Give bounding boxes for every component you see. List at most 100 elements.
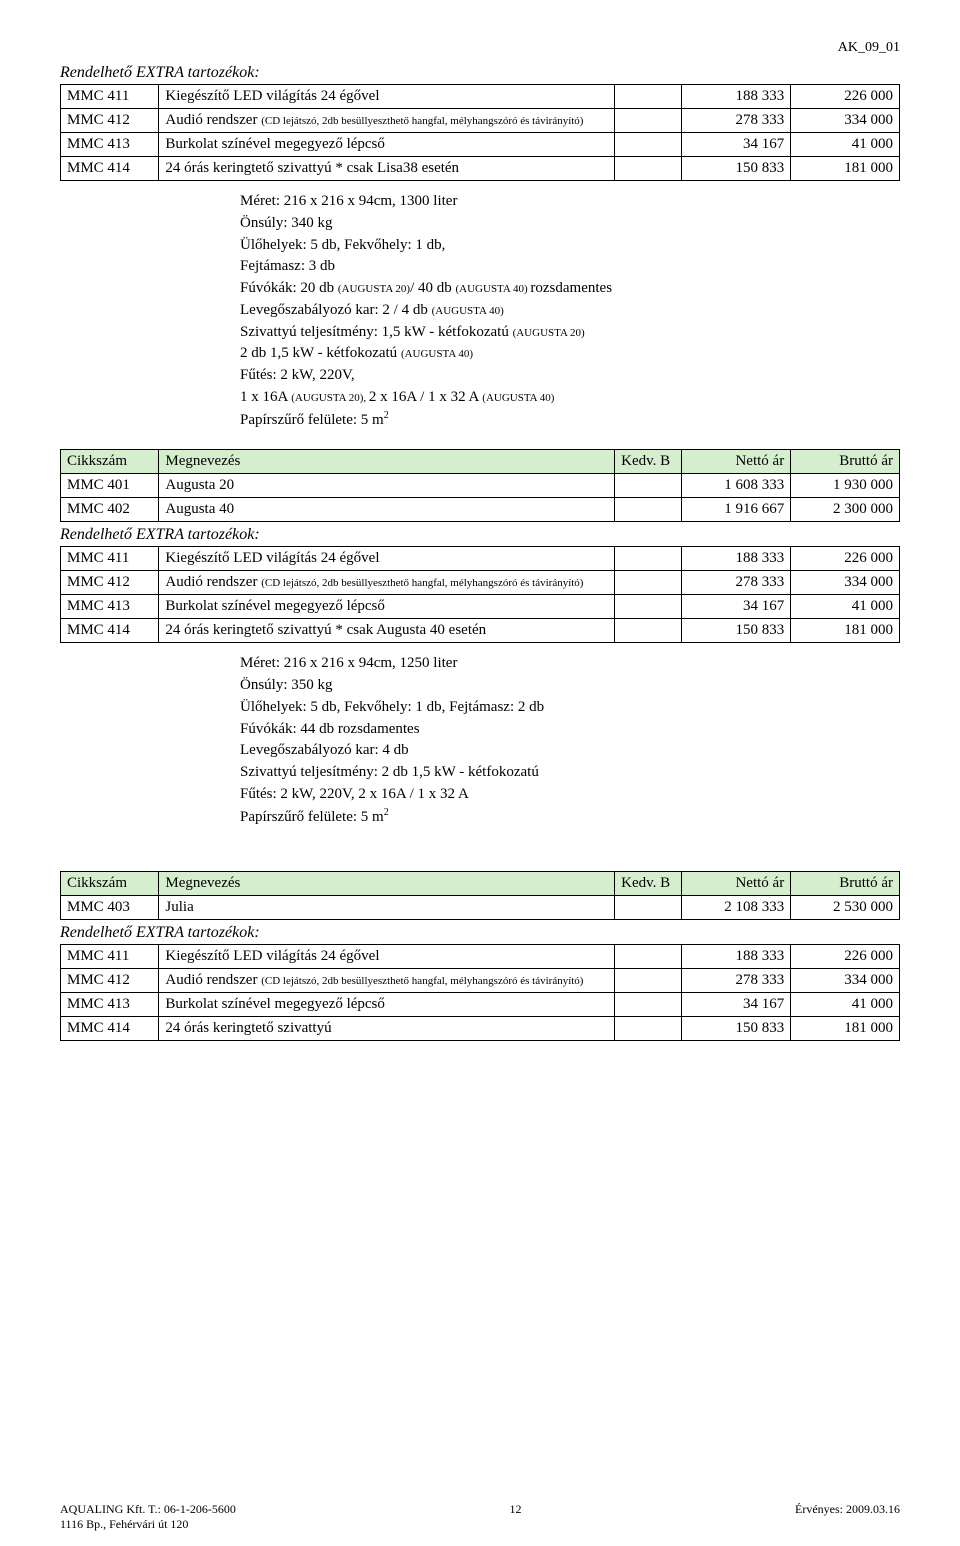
cell-net: 188 333 xyxy=(682,85,791,109)
cell-gross: 226 000 xyxy=(791,85,900,109)
cell-code: MMC 401 xyxy=(61,474,159,498)
hdr-net: Nettó ár xyxy=(682,450,791,474)
cell-kedv xyxy=(615,896,682,920)
spec-line: Levegőszabályozó kar: 4 db xyxy=(240,740,900,762)
table-row: MMC 41424 órás keringtető szivattyú * cs… xyxy=(61,157,900,181)
cell-net: 150 833 xyxy=(682,1017,791,1041)
cell-kedv xyxy=(615,1017,682,1041)
cell-kedv xyxy=(615,85,682,109)
table-row: MMC 413Burkolat színével megegyező lépcs… xyxy=(61,595,900,619)
spec-line: Fűtés: 2 kW, 220V, 2 x 16A / 1 x 32 A xyxy=(240,784,900,806)
cell-kedv xyxy=(615,619,682,643)
cell-kedv xyxy=(615,571,682,595)
spec-line: Szivattyú teljesítmény: 1,5 kW - kétfoko… xyxy=(240,322,900,344)
cell-desc: 24 órás keringtető szivattyú * csak Augu… xyxy=(159,619,615,643)
hdr-net: Nettó ár xyxy=(682,872,791,896)
spec-line: Méret: 216 x 216 x 94cm, 1300 liter xyxy=(240,191,900,213)
cell-gross: 181 000 xyxy=(791,1017,900,1041)
table-row: MMC 412Audió rendszer (CD lejátszó, 2db … xyxy=(61,109,900,133)
hdr-kedv: Kedv. B xyxy=(615,450,682,474)
cell-code: MMC 414 xyxy=(61,157,159,181)
product-table-3: Cikkszám Megnevezés Kedv. B Nettó ár Bru… xyxy=(60,871,900,920)
spec-line: Papírszűrő felülete: 5 m2 xyxy=(240,806,900,829)
cell-desc: Augusta 20 xyxy=(159,474,615,498)
cell-desc: Burkolat színével megegyező lépcső xyxy=(159,595,615,619)
cell-net: 150 833 xyxy=(682,619,791,643)
cell-desc: Audió rendszer (CD lejátszó, 2db besülly… xyxy=(159,571,615,595)
table-row: MMC 403Julia2 108 3332 530 000 xyxy=(61,896,900,920)
extras-table-1: MMC 411Kiegészítő LED világítás 24 égőve… xyxy=(60,84,900,181)
cell-gross: 41 000 xyxy=(791,993,900,1017)
cell-code: MMC 412 xyxy=(61,969,159,993)
cell-gross: 334 000 xyxy=(791,109,900,133)
cell-gross: 181 000 xyxy=(791,157,900,181)
table-row: MMC 41424 órás keringtető szivattyú 150 8… xyxy=(61,1017,900,1041)
page-footer: AQUALING Kft. T.: 06-1-206-5600 12 Érvén… xyxy=(60,1502,900,1532)
cell-gross: 226 000 xyxy=(791,547,900,571)
extras-title-3: Rendelhető EXTRA tartozékok: xyxy=(60,924,900,942)
cell-net: 1 916 667 xyxy=(682,498,791,522)
cell-code: MMC 412 xyxy=(61,571,159,595)
cell-kedv xyxy=(615,474,682,498)
cell-desc: Kiegészítő LED világítás 24 égővel xyxy=(159,945,615,969)
spec-line: Fúvókák: 44 db rozsdamentes xyxy=(240,719,900,741)
spec-line: Fejtámasz: 3 db xyxy=(240,256,900,278)
cell-kedv xyxy=(615,945,682,969)
footer-left-2: 1116 Bp., Fehérvári út 120 xyxy=(60,1517,900,1532)
cell-code: MMC 403 xyxy=(61,896,159,920)
cell-net: 1 608 333 xyxy=(682,474,791,498)
spec-line: Ülőhelyek: 5 db, Fekvőhely: 1 db, xyxy=(240,235,900,257)
footer-left-1: AQUALING Kft. T.: 06-1-206-5600 xyxy=(60,1502,236,1517)
table-row: MMC 402Augusta 401 916 6672 300 000 xyxy=(61,498,900,522)
cell-net: 188 333 xyxy=(682,945,791,969)
cell-code: MMC 414 xyxy=(61,1017,159,1041)
cell-desc: Audió rendszer (CD lejátszó, 2db besülly… xyxy=(159,969,615,993)
cell-kedv xyxy=(615,109,682,133)
cell-code: MMC 413 xyxy=(61,133,159,157)
extras-title-1: Rendelhető EXTRA tartozékok: xyxy=(60,64,900,82)
hdr-desc: Megnevezés xyxy=(159,450,615,474)
cell-gross: 334 000 xyxy=(791,571,900,595)
specs-block-1: Méret: 216 x 216 x 94cm, 1300 liter Önsú… xyxy=(240,191,900,431)
extras-table-2: MMC 411Kiegészítő LED világítás 24 égőve… xyxy=(60,546,900,643)
cell-net: 278 333 xyxy=(682,109,791,133)
cell-code: MMC 414 xyxy=(61,619,159,643)
cell-gross: 226 000 xyxy=(791,945,900,969)
cell-code: MMC 402 xyxy=(61,498,159,522)
cell-desc: Audió rendszer (CD lejátszó, 2db besülly… xyxy=(159,109,615,133)
cell-desc: 24 órás keringtető szivattyú * csak Lisa… xyxy=(159,157,615,181)
spec-line: Levegőszabályozó kar: 2 / 4 db (AUGUSTA … xyxy=(240,300,900,322)
hdr-code: Cikkszám xyxy=(61,872,159,896)
spec-line: Önsúly: 350 kg xyxy=(240,675,900,697)
table-row: MMC 41424 órás keringtető szivattyú * cs… xyxy=(61,619,900,643)
cell-net: 150 833 xyxy=(682,157,791,181)
hdr-gross: Bruttó ár xyxy=(791,450,900,474)
spec-line: Szivattyú teljesítmény: 2 db 1,5 kW - ké… xyxy=(240,762,900,784)
table-row: MMC 411Kiegészítő LED világítás 24 égőve… xyxy=(61,85,900,109)
cell-net: 278 333 xyxy=(682,969,791,993)
specs-block-2: Méret: 216 x 216 x 94cm, 1250 liter Önsú… xyxy=(240,653,900,828)
spec-line: Ülőhelyek: 5 db, Fekvőhely: 1 db, Fejtám… xyxy=(240,697,900,719)
product-table-2: Cikkszám Megnevezés Kedv. B Nettó ár Bru… xyxy=(60,449,900,522)
spec-line: Fúvókák: 20 db (AUGUSTA 20)/ 40 db (AUGU… xyxy=(240,278,900,300)
cell-code: MMC 413 xyxy=(61,993,159,1017)
cell-kedv xyxy=(615,547,682,571)
spec-line: Papírszűrő felülete: 5 m2 xyxy=(240,409,900,432)
page-code: AK_09_01 xyxy=(60,40,900,56)
cell-net: 278 333 xyxy=(682,571,791,595)
spec-line: 1 x 16A (AUGUSTA 20), 2 x 16A / 1 x 32 A… xyxy=(240,387,900,409)
cell-code: MMC 413 xyxy=(61,595,159,619)
table-row: MMC 413Burkolat színével megegyező lépcs… xyxy=(61,993,900,1017)
cell-code: MMC 412 xyxy=(61,109,159,133)
header-row: Cikkszám Megnevezés Kedv. B Nettó ár Bru… xyxy=(61,450,900,474)
cell-code: MMC 411 xyxy=(61,945,159,969)
hdr-code: Cikkszám xyxy=(61,450,159,474)
cell-desc: 24 órás keringtető szivattyú xyxy=(159,1017,615,1041)
footer-page-num: 12 xyxy=(509,1502,521,1517)
spec-line: Fűtés: 2 kW, 220V, xyxy=(240,365,900,387)
cell-gross: 181 000 xyxy=(791,619,900,643)
cell-desc: Burkolat színével megegyező lépcső xyxy=(159,993,615,1017)
cell-net: 34 167 xyxy=(682,133,791,157)
table-row: MMC 411Kiegészítő LED világítás 24 égőve… xyxy=(61,945,900,969)
footer-right: Érvényes: 2009.03.16 xyxy=(795,1502,900,1517)
